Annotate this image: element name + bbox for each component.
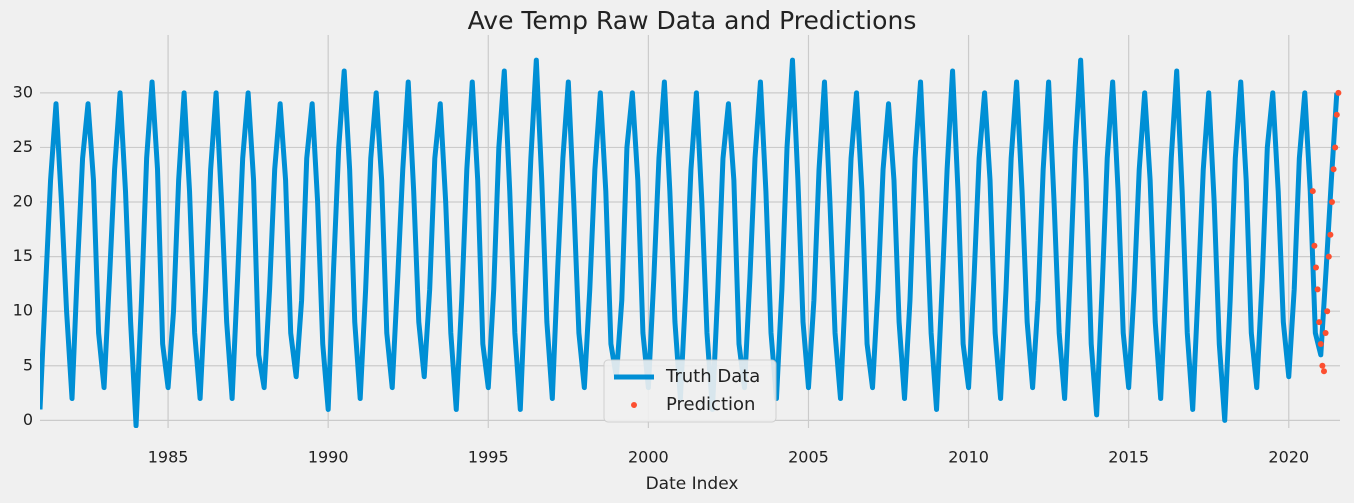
prediction-point: [1311, 242, 1318, 249]
y-tick-label: 20: [13, 192, 33, 211]
y-tick-label: 15: [13, 246, 33, 265]
prediction-point: [1314, 286, 1321, 293]
prediction-point: [1322, 330, 1329, 337]
legend-swatch: [631, 402, 637, 408]
x-tick-label: 2020: [1268, 448, 1309, 467]
x-tick-label: 1995: [468, 448, 509, 467]
y-tick-label: 0: [23, 410, 33, 429]
prediction-point: [1327, 231, 1334, 238]
legend-label: Truth Data: [665, 366, 760, 387]
prediction-point: [1320, 368, 1327, 375]
x-tick-label: 1990: [308, 448, 349, 467]
prediction-point: [1312, 264, 1319, 271]
prediction-point: [1319, 362, 1326, 369]
prediction-point: [1335, 89, 1342, 96]
prediction-point: [1325, 253, 1332, 260]
prediction-point: [1333, 111, 1340, 118]
y-tick-label: 25: [13, 137, 33, 156]
x-tick-label: 1985: [148, 448, 189, 467]
x-tick-label: 2005: [788, 448, 829, 467]
y-tick-label: 5: [23, 355, 33, 374]
x-tick-label: 2000: [628, 448, 669, 467]
prediction-point: [1309, 188, 1316, 195]
y-tick-label: 10: [13, 301, 33, 320]
x-tick-label: 2015: [1108, 448, 1149, 467]
prediction-point: [1324, 308, 1331, 315]
truth-line: [40, 57, 1340, 428]
prediction-point: [1316, 319, 1323, 326]
x-tick-label: 2010: [948, 448, 989, 467]
prediction-point: [1332, 144, 1339, 151]
y-tick-label: 30: [13, 82, 33, 101]
prediction-point: [1317, 340, 1324, 347]
prediction-point: [1330, 166, 1337, 173]
prediction-point: [1328, 199, 1335, 206]
chart-title: Ave Temp Raw Data and Predictions: [468, 6, 917, 35]
x-axis-label: Date Index: [646, 474, 739, 494]
legend-label: Prediction: [666, 394, 755, 415]
